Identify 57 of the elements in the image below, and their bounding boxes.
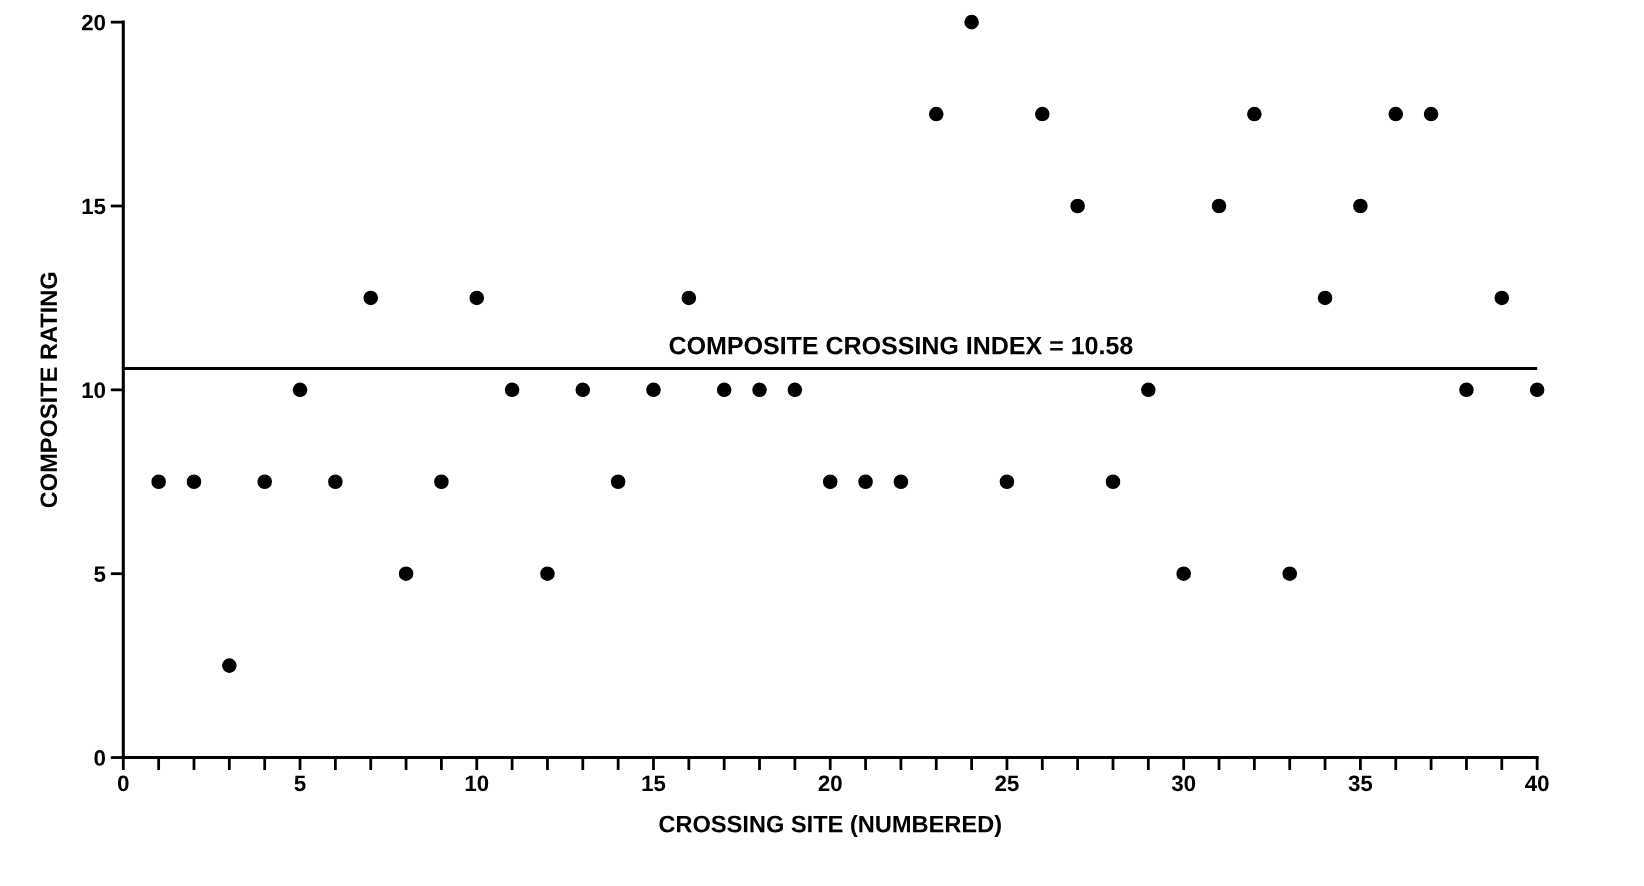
point (540, 566, 555, 581)
point (398, 566, 414, 581)
x-tick-label: 15 (642, 775, 666, 792)
point (610, 474, 626, 490)
x-tick-label: 10 (465, 775, 489, 792)
point (1211, 198, 1227, 214)
point (1282, 566, 1298, 581)
point (1176, 566, 1191, 581)
point (257, 474, 272, 490)
x-tick-label: 0 (118, 775, 129, 792)
x-tick-label: 40 (1525, 775, 1549, 792)
point (893, 474, 909, 490)
point (1494, 290, 1510, 306)
ref-line-label: COMPOSITE CROSSING INDEX = 10.58 (669, 336, 1133, 355)
point (787, 382, 803, 398)
point (716, 382, 732, 398)
y-axis-title: COMPOSITE RATING (40, 272, 58, 508)
point (1070, 198, 1085, 214)
point (1529, 382, 1545, 398)
point (222, 658, 237, 673)
point (999, 474, 1015, 490)
y-tick-label: 10 (82, 382, 106, 399)
point (1035, 106, 1050, 122)
point (504, 382, 520, 398)
y-tick-label: 0 (94, 750, 106, 766)
point (363, 290, 379, 306)
x-axis-title: CROSSING SITE (NUMBERED) (659, 815, 1001, 838)
point (469, 290, 485, 306)
x-tick-label: 5 (294, 775, 306, 792)
point (822, 474, 838, 490)
y-tick-label: 15 (82, 198, 106, 215)
point (1388, 106, 1404, 122)
point (646, 382, 661, 398)
y-tick-label: 20 (81, 14, 106, 31)
point (1423, 106, 1439, 122)
point (928, 106, 944, 122)
point (1105, 474, 1121, 490)
point (151, 474, 166, 490)
point (292, 382, 308, 398)
point (1459, 382, 1474, 398)
point (1247, 106, 1262, 122)
point (1317, 290, 1333, 306)
x-tick-label: 30 (1171, 775, 1196, 792)
point (752, 382, 767, 398)
point (1353, 198, 1368, 214)
point (964, 14, 979, 30)
point (681, 290, 697, 306)
x-tick-label: 25 (995, 775, 1019, 792)
point (328, 474, 343, 490)
point (1141, 382, 1156, 398)
point (186, 474, 202, 490)
x-tick-label: 35 (1348, 775, 1373, 792)
point (858, 474, 873, 490)
point (575, 382, 591, 398)
x-tick-label: 20 (818, 775, 842, 792)
point (434, 474, 449, 490)
y-tick-label: 5 (94, 566, 106, 582)
